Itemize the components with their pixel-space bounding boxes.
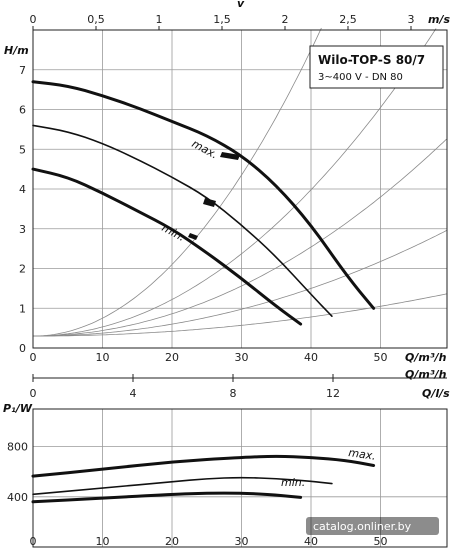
system-curve (33, 28, 437, 337)
flow-ls-tick: 4 (130, 387, 137, 400)
velocity-tick: 0 (30, 13, 37, 26)
power-y-ticks: 400 800 (7, 441, 28, 504)
system-curves (32, 27, 447, 337)
system-curve (32, 27, 322, 337)
flow-ls-ticks: 0 4 8 12 (30, 374, 340, 400)
power-curve-min (31, 491, 303, 504)
head-y-tick: 3 (19, 223, 26, 236)
curve-marker (220, 152, 240, 160)
power-x-tick: 20 (165, 535, 179, 548)
power-x-tick: 30 (235, 535, 249, 548)
power-x-tick: 50 (374, 535, 388, 548)
min-label: min. (160, 221, 188, 244)
head-x-tick: 50 (374, 351, 388, 364)
power-x-tick: 40 (304, 535, 318, 548)
head-x-tick: 30 (235, 351, 249, 364)
chart-title: Wilo-TOP-S 80/7 (318, 53, 425, 67)
velocity-axis-unit: m/s (428, 13, 450, 26)
power-curve-mid (32, 476, 333, 496)
power-y-tick: 400 (7, 491, 28, 504)
legend-box: Wilo-TOP-S 80/7 3~400 V - DN 80 (309, 45, 444, 89)
watermark-text: catalog.onliner.by (313, 520, 412, 533)
power-frame (32, 408, 448, 548)
watermark: catalog.onliner.by (306, 517, 439, 535)
head-x-tick: 40 (304, 351, 318, 364)
head-x-tick: 20 (165, 351, 179, 364)
system-curve (33, 293, 447, 337)
head-x-axis-label: Q/m³/h (405, 351, 447, 364)
velocity-ticks: 0 0,5 1 1,5 2 2,5 3 (30, 13, 415, 30)
power-y-tick: 800 (7, 441, 28, 454)
head-curve-min (31, 167, 303, 326)
chart-subtitle: 3~400 V - DN 80 (318, 72, 403, 83)
power-series: max. min. (31, 446, 377, 504)
head-x-ticks: 0 10 20 30 40 50 (30, 351, 388, 364)
head-y-tick: 5 (19, 143, 26, 156)
velocity-tick: 1,5 (213, 13, 231, 26)
head-y-tick: 2 (19, 263, 26, 276)
power-curve-max (31, 454, 376, 478)
head-curve-max (31, 80, 376, 310)
head-curve-mid (32, 124, 333, 317)
head-x-tick: 10 (96, 351, 110, 364)
head-y-tick: 6 (19, 104, 26, 117)
flow-ls-tick: 12 (326, 387, 340, 400)
power-max-label: max. (348, 446, 377, 463)
head-y-tick: 1 (19, 302, 26, 315)
velocity-tick: 3 (408, 13, 415, 26)
system-curve (33, 138, 447, 337)
velocity-tick: 0,5 (87, 13, 105, 26)
head-x-tick: 0 (30, 351, 37, 364)
power-chart: max. min. 0 10 20 30 40 50 400 800 0 4 8 12 P₁/W Q… (3, 368, 450, 548)
curve-marker (188, 233, 198, 240)
power-x-tick: 0 (30, 535, 37, 548)
flow-ls-tick: 0 (30, 387, 37, 400)
curve-marker (203, 198, 216, 207)
velocity-tick: 2 (282, 13, 289, 26)
flow-ls-tick: 8 (230, 387, 237, 400)
head-y-axis-label: H/m (4, 44, 29, 57)
velocity-axis-label: v (237, 0, 245, 10)
power-min-label: min. (281, 476, 305, 489)
head-chart: max.min. 0 10 20 30 40 50 0 1 2 3 4 5 6 7 0 0,5 1 1,5 2 2… (4, 0, 450, 364)
head-y-ticks: 0 1 2 3 4 5 6 7 (19, 64, 26, 355)
system-curve (33, 230, 447, 337)
head-frame (32, 29, 448, 349)
flow-ls-axis-label: Q/l/s (422, 387, 450, 400)
power-x-tick: 10 (96, 535, 110, 548)
power-y-axis-label: P₁/W (3, 402, 33, 415)
velocity-tick: 2,5 (339, 13, 357, 26)
head-y-tick: 7 (19, 64, 26, 77)
power-x-axis-label: Q/m³/h (405, 368, 447, 381)
head-grid (33, 30, 447, 348)
power-x-ticks: 0 10 20 30 40 50 (30, 535, 388, 548)
head-series: max.min. (31, 80, 376, 326)
head-y-tick: 0 (19, 342, 26, 355)
head-y-tick: 4 (19, 183, 26, 196)
velocity-tick: 1 (156, 13, 163, 26)
